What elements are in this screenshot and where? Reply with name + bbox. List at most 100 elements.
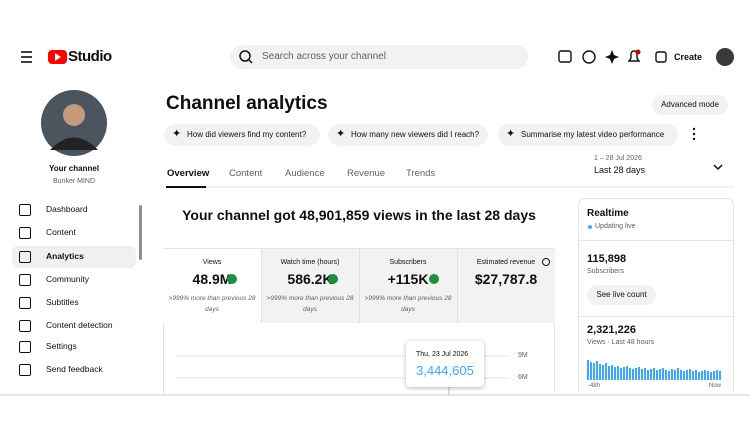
logo-text: Studio bbox=[68, 48, 112, 65]
chip-text[interactable]: Summarise my latest video performance bbox=[521, 130, 665, 139]
date-chevron[interactable] bbox=[713, 164, 723, 171]
realtime-bar bbox=[695, 370, 698, 380]
help-icon[interactable] bbox=[582, 50, 596, 64]
realtime-bar bbox=[608, 366, 611, 380]
nav-icon[interactable] bbox=[19, 341, 31, 353]
tab[interactable]: Trends bbox=[406, 168, 436, 179]
y-label: 9M bbox=[518, 352, 528, 359]
metric-cell[interactable] bbox=[457, 248, 555, 323]
scrollbar bbox=[139, 205, 142, 260]
realtime-bar bbox=[686, 370, 689, 380]
realtime-bar bbox=[644, 368, 647, 380]
realtime-bar bbox=[662, 368, 665, 380]
create-button[interactable]: Create bbox=[674, 52, 703, 62]
nav-icon[interactable] bbox=[19, 364, 31, 376]
realtime-bar bbox=[719, 371, 722, 380]
search-placeholder[interactable]: Search across your channel bbox=[262, 51, 386, 62]
realtime-bar bbox=[599, 364, 602, 380]
chip-star: ✦ bbox=[506, 128, 516, 140]
views-value: 2,321,226 bbox=[587, 324, 636, 336]
tab[interactable]: Content bbox=[229, 168, 263, 179]
chip-text[interactable]: How did viewers find my content? bbox=[187, 130, 307, 139]
account-avatar[interactable] bbox=[716, 48, 734, 66]
menu-icon bbox=[21, 51, 32, 63]
realtime-bar bbox=[674, 370, 677, 380]
tab[interactable]: Overview bbox=[167, 168, 210, 179]
tab[interactable]: Revenue bbox=[347, 168, 386, 179]
channel-handle: Bunker MIND bbox=[52, 178, 95, 185]
nav-item[interactable]: Content detection bbox=[46, 320, 113, 330]
subscribers-value: 115,898 bbox=[587, 253, 627, 265]
y-label: 6M bbox=[518, 374, 528, 381]
metric-value: +115K bbox=[387, 271, 429, 287]
realtime-bar bbox=[656, 370, 659, 380]
realtime-bar bbox=[593, 363, 596, 380]
date-range[interactable]: 1 – 28 Jul 2026 bbox=[594, 155, 642, 162]
ai-icon[interactable] bbox=[605, 50, 619, 64]
advanced-mode-button[interactable]: Advanced mode bbox=[652, 95, 728, 115]
realtime-bar bbox=[647, 370, 650, 380]
realtime-bar bbox=[629, 368, 632, 380]
nav-icon[interactable] bbox=[19, 251, 31, 263]
info-icon[interactable] bbox=[542, 258, 550, 266]
metric-change: >999% more than previous 28 days bbox=[168, 295, 256, 313]
nav-icon[interactable] bbox=[19, 204, 31, 216]
realtime-status: Updating live bbox=[595, 223, 636, 230]
realtime-bar bbox=[605, 363, 608, 380]
realtime-bar bbox=[632, 369, 635, 380]
axis-start: -48h bbox=[588, 383, 601, 389]
nav-item[interactable]: Settings bbox=[46, 341, 77, 351]
nav-icon[interactable] bbox=[19, 227, 31, 239]
trend-up-icon bbox=[429, 274, 439, 284]
feedback-icon[interactable] bbox=[558, 50, 572, 63]
realtime-bar bbox=[590, 362, 593, 380]
realtime-bar bbox=[617, 366, 620, 380]
nav-item[interactable]: Subtitles bbox=[46, 297, 79, 307]
realtime-bar bbox=[683, 371, 686, 380]
metric-label: Estimated revenue bbox=[476, 259, 536, 266]
nav-icon[interactable] bbox=[19, 297, 31, 309]
realtime-bar bbox=[713, 371, 716, 380]
chip-star: ✦ bbox=[172, 128, 182, 140]
metric-label: Views bbox=[202, 259, 222, 266]
metric-cell[interactable] bbox=[163, 248, 261, 323]
tab[interactable]: Audience bbox=[285, 168, 325, 179]
nav-active-bg bbox=[12, 246, 136, 268]
metric-value: 586.2K bbox=[287, 271, 333, 287]
live-count-button[interactable]: See live count bbox=[587, 285, 656, 305]
chip-text[interactable]: How many new viewers did I reach? bbox=[351, 130, 480, 139]
chart-tooltip bbox=[406, 341, 484, 387]
metric-cell[interactable] bbox=[359, 248, 457, 323]
prompt-chip[interactable] bbox=[164, 124, 320, 146]
nav-item[interactable]: Community bbox=[46, 274, 89, 284]
live-dot bbox=[588, 225, 592, 229]
nav-item[interactable]: Content bbox=[46, 227, 76, 237]
realtime-bar bbox=[635, 368, 638, 380]
nav-icon[interactable] bbox=[19, 274, 31, 286]
metric-cell[interactable] bbox=[261, 248, 359, 323]
realtime-bar bbox=[668, 371, 671, 380]
nav-item[interactable]: Dashboard bbox=[46, 204, 88, 214]
chip-star: ✦ bbox=[336, 128, 346, 140]
realtime-bar bbox=[659, 369, 662, 380]
prompt-chip[interactable] bbox=[498, 124, 678, 146]
search-bar[interactable] bbox=[230, 45, 528, 69]
realtime-bar bbox=[638, 367, 641, 380]
date-label[interactable]: Last 28 days bbox=[594, 165, 646, 175]
realtime-bar bbox=[692, 371, 695, 380]
channel-name: Your channel bbox=[48, 164, 100, 173]
nav-item[interactable]: Send feedback bbox=[46, 364, 103, 374]
realtime-bar bbox=[710, 372, 713, 380]
prompt-chip[interactable] bbox=[328, 124, 488, 146]
realtime-bar bbox=[650, 369, 653, 380]
realtime-bar bbox=[701, 371, 704, 380]
notifications-icon[interactable] bbox=[627, 50, 641, 62]
realtime-bar bbox=[641, 369, 644, 380]
realtime-bar bbox=[698, 372, 701, 380]
nav-icon[interactable] bbox=[19, 320, 31, 332]
subscribers-label: Subscribers bbox=[587, 268, 624, 275]
nav-item[interactable]: Analytics bbox=[46, 251, 84, 261]
realtime-bar bbox=[653, 368, 656, 380]
realtime-bar bbox=[665, 370, 668, 380]
